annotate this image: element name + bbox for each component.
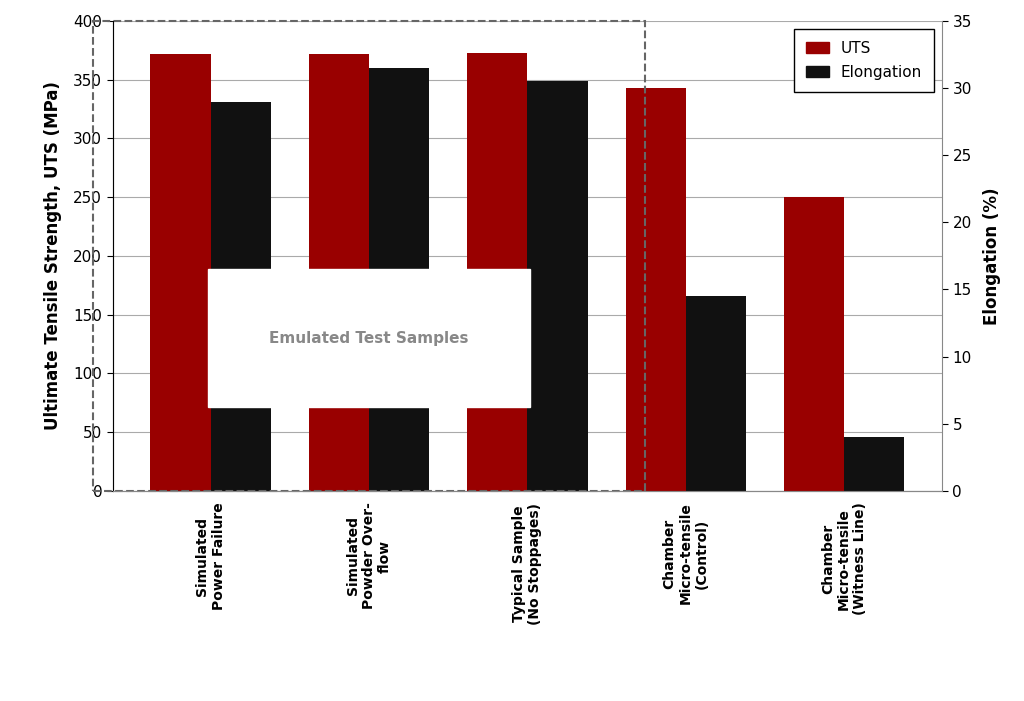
Bar: [467, 53, 527, 491]
Bar: [151, 54, 211, 491]
Bar: [309, 54, 369, 491]
Bar: [626, 88, 686, 491]
Bar: [93, 21, 644, 491]
Text: Emulated Test Samples: Emulated Test Samples: [269, 331, 469, 346]
Bar: [844, 437, 904, 491]
Y-axis label: Ultimate Tensile Strength, UTS (MPa): Ultimate Tensile Strength, UTS (MPa): [44, 81, 62, 430]
Bar: [369, 68, 429, 491]
Bar: [527, 81, 588, 491]
Legend: UTS, Elongation: UTS, Elongation: [794, 29, 935, 93]
Bar: [211, 102, 270, 491]
Bar: [784, 197, 844, 491]
Bar: [686, 296, 745, 491]
Y-axis label: Elongation (%): Elongation (%): [983, 187, 1001, 325]
